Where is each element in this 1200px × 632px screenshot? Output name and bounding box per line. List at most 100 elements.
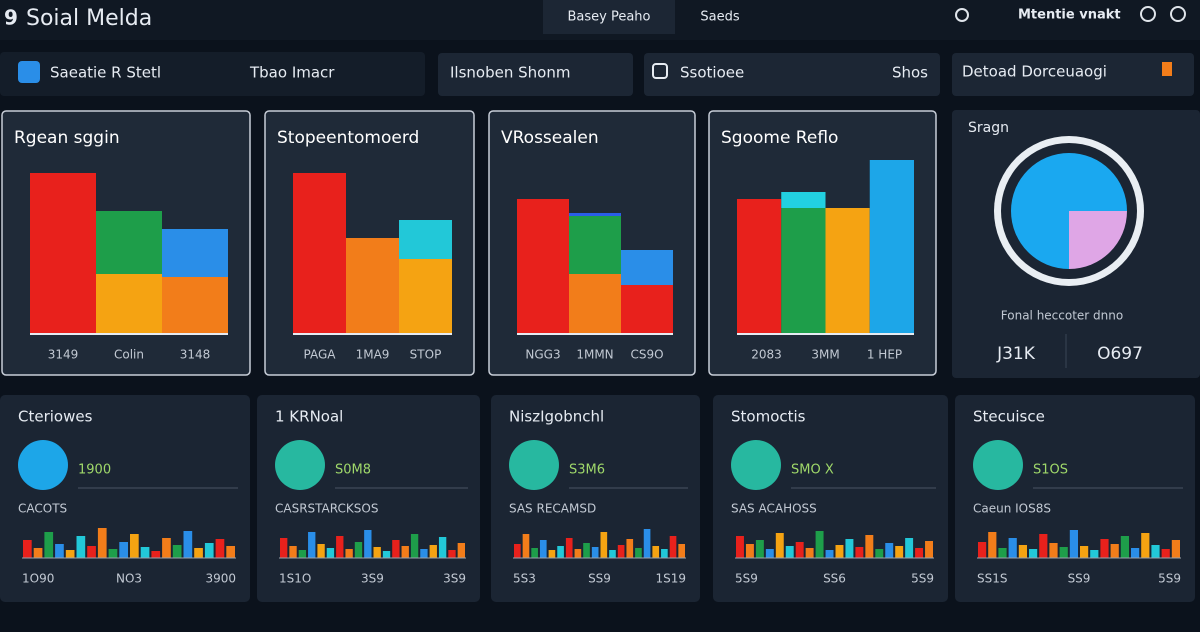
spark-bar bbox=[280, 538, 288, 558]
toolbar-item[interactable]: Shos bbox=[892, 64, 928, 82]
donut-caption: Fonal heccoter dnno bbox=[1001, 309, 1123, 323]
spark-bar bbox=[998, 548, 1007, 558]
spark-bar bbox=[600, 532, 608, 558]
spark-bar bbox=[591, 547, 599, 558]
x-label: SS9 bbox=[588, 572, 611, 586]
bar-segment bbox=[96, 211, 162, 274]
spark-bar bbox=[382, 551, 391, 558]
spark-bar bbox=[1100, 539, 1109, 558]
x-label: STOP bbox=[410, 348, 442, 362]
tab-label[interactable]: Saeds bbox=[700, 10, 739, 25]
spark-bar bbox=[151, 551, 161, 558]
x-label: 1 HEP bbox=[867, 348, 902, 362]
card-sub: CASRSTARCKSOS bbox=[275, 502, 378, 516]
card-title: Sgoome Reflo bbox=[721, 128, 838, 148]
spark-bar bbox=[1141, 533, 1150, 558]
spark-bar bbox=[317, 544, 325, 558]
card-icon bbox=[731, 440, 781, 490]
spark-bar bbox=[745, 544, 754, 558]
bar-segment bbox=[346, 238, 399, 333]
bar-segment bbox=[569, 274, 621, 333]
spark-bar bbox=[1131, 548, 1140, 558]
spark-bar bbox=[531, 548, 538, 558]
spark-bar bbox=[420, 549, 428, 558]
user-name[interactable]: Mtentie vnakt bbox=[1018, 8, 1121, 23]
bell-icon[interactable] bbox=[955, 8, 969, 22]
spark-bar bbox=[565, 538, 573, 558]
spark-bar bbox=[194, 548, 203, 558]
bar-segment bbox=[96, 274, 162, 333]
x-label: 2083 bbox=[751, 348, 782, 362]
toolbar-item[interactable]: Ssotioee bbox=[680, 64, 744, 82]
spark-bar bbox=[557, 546, 564, 558]
bar-segment bbox=[517, 199, 569, 333]
toolbar-button[interactable] bbox=[952, 53, 1194, 96]
card-sub: Caeun IOS8S bbox=[973, 502, 1051, 516]
spark-bar bbox=[548, 550, 556, 558]
spark-bar bbox=[373, 547, 381, 558]
spark-bar bbox=[1039, 534, 1048, 558]
tab[interactable] bbox=[543, 0, 675, 34]
toolbar-item[interactable]: Detoad Dorceuaogi bbox=[962, 63, 1107, 81]
donut-slice bbox=[1011, 153, 1127, 269]
spark-bar bbox=[865, 535, 874, 558]
card-sub: CACOTS bbox=[18, 502, 67, 516]
spark-bar bbox=[298, 550, 307, 558]
spark-bar bbox=[364, 530, 372, 558]
toolbar-group bbox=[0, 52, 425, 96]
bar-segment bbox=[621, 250, 673, 285]
bar-segment bbox=[621, 285, 673, 333]
spark-bar bbox=[76, 536, 86, 558]
spark-bar bbox=[643, 529, 651, 558]
bar-segment bbox=[162, 229, 228, 277]
spark-bar bbox=[97, 528, 107, 558]
x-label: SS6 bbox=[823, 572, 846, 586]
spark-bar bbox=[204, 543, 214, 558]
spark-bar bbox=[336, 536, 344, 558]
card-title: Stopeentomoerd bbox=[277, 128, 419, 148]
x-label: 5S9 bbox=[735, 572, 758, 586]
spark-bar bbox=[765, 549, 774, 558]
card-stat: 1900 bbox=[78, 463, 111, 478]
bar-segment bbox=[162, 277, 228, 333]
spark-bar bbox=[1110, 544, 1119, 558]
spark-bar bbox=[345, 549, 353, 558]
toolbar-item[interactable]: Ilsnoben Shonm bbox=[450, 64, 570, 82]
spark-bar bbox=[1059, 547, 1068, 558]
spark-bar bbox=[172, 545, 182, 558]
card-title: VRossealen bbox=[501, 128, 599, 148]
toolbar-item[interactable]: Saeatie R Stetl bbox=[50, 64, 161, 82]
spark-bar bbox=[33, 548, 43, 558]
settings-icon[interactable] bbox=[1140, 6, 1156, 22]
card-icon bbox=[509, 440, 559, 490]
search-field[interactable] bbox=[644, 53, 940, 96]
card-icon bbox=[18, 440, 68, 490]
tab-label[interactable]: Basey Peaho bbox=[567, 10, 650, 25]
spark-bar bbox=[354, 542, 363, 558]
x-label: 1O90 bbox=[22, 572, 54, 586]
spark-bar bbox=[895, 546, 904, 558]
spark-bar bbox=[905, 538, 914, 558]
profile-icon[interactable] bbox=[1170, 6, 1186, 22]
spark-bar bbox=[308, 532, 316, 558]
spark-bar bbox=[539, 540, 547, 558]
x-label: 3S9 bbox=[361, 572, 384, 586]
card-stat: S3M6 bbox=[569, 463, 605, 478]
card-title: NiszIgobnchl bbox=[509, 408, 604, 426]
card-title: Stomoctis bbox=[731, 408, 806, 426]
toolbar-item[interactable]: Tbao Imacr bbox=[249, 64, 335, 82]
x-label: SS9 bbox=[1068, 572, 1091, 586]
x-label: 1MMN bbox=[576, 348, 613, 362]
spark-bar bbox=[1120, 536, 1129, 558]
spark-bar bbox=[635, 548, 642, 558]
card-stat: SMO X bbox=[791, 463, 834, 478]
spark-bar bbox=[1151, 545, 1160, 558]
toolbar-button[interactable] bbox=[438, 53, 633, 96]
spark-bar bbox=[1161, 549, 1170, 558]
toolbar-icon bbox=[18, 61, 40, 83]
spark-bar bbox=[835, 545, 844, 558]
x-label: 3148 bbox=[180, 348, 211, 362]
bar-segment bbox=[569, 216, 621, 274]
spark-bar bbox=[392, 540, 400, 558]
x-label: NGG3 bbox=[525, 348, 560, 362]
